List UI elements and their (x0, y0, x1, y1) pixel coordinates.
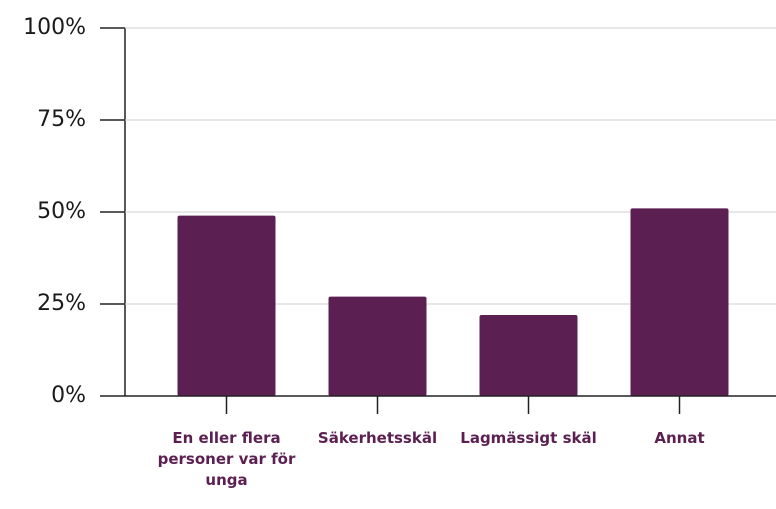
y-tick-label: 75% (37, 107, 86, 132)
bar (328, 296, 427, 396)
x-tick-label: Säkerhetsskäl (317, 429, 438, 447)
y-tick-label: 100% (23, 15, 86, 40)
y-tick-label: 0% (51, 383, 86, 408)
x-tick-label: Annat (654, 429, 705, 447)
x-tick-label: En eller flera personer var för unga (157, 429, 296, 489)
bar (177, 215, 276, 396)
x-tick-label: Lagmässigt skäl (460, 429, 597, 447)
bar (630, 208, 729, 396)
y-tick-label: 50% (37, 199, 86, 224)
bar (479, 315, 578, 396)
y-tick-label: 25% (37, 291, 86, 316)
